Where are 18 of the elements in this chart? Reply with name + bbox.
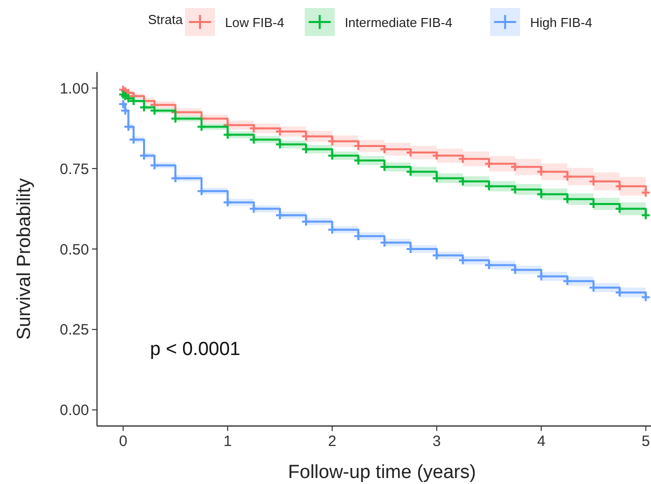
annotation: p < 0.0001 [150,339,240,360]
x-tick-label: 0 [118,433,128,450]
x-tick-label: 5 [642,433,650,450]
legend-title: Strata [148,12,184,27]
x-tick-label: 1 [223,433,232,450]
x-tick-label: 2 [328,433,336,450]
y-tick-label: 1.00 [60,80,89,98]
y-axis-title: Survival Probability [14,178,35,340]
y-tick-label: 0.50 [60,241,89,258]
legend-label: High FIB-4 [530,15,592,30]
legend-label: Intermediate FIB-4 [344,15,452,30]
y-tick-label: 0.25 [60,322,89,339]
y-tick-label: 0.75 [60,160,89,178]
legend-label: Low FIB-4 [225,15,284,30]
x-tick-label: 3 [432,433,441,450]
y-tick-label: 0.00 [60,402,89,420]
x-tick-label: 4 [537,433,546,450]
x-axis-title: Follow-up time (years) [288,462,476,483]
